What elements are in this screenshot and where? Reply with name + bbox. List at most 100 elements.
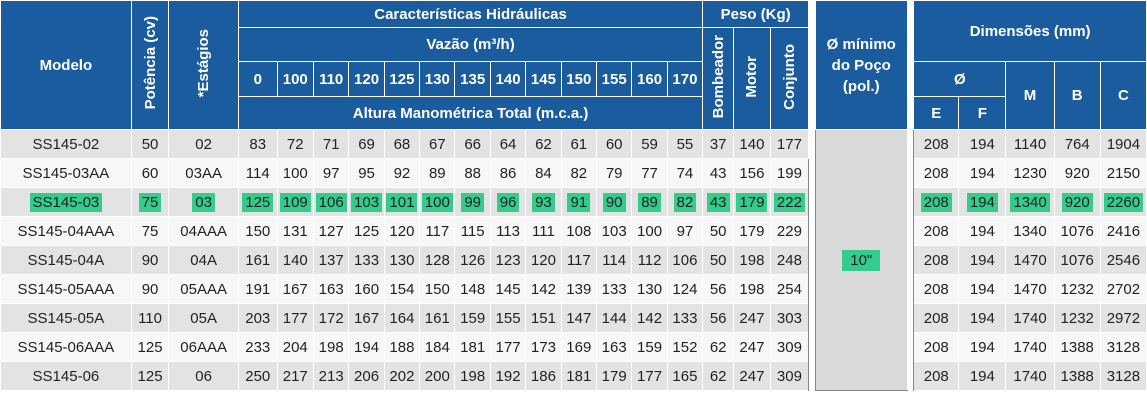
cell-altura: 84 — [525, 158, 562, 188]
cell-altura: 97 — [666, 216, 704, 246]
highlight-marker: 89 — [638, 192, 661, 212]
header-flow-160: 160 — [631, 61, 668, 97]
cell-conjunto: 177 — [769, 129, 810, 159]
cell-altura: 179 — [595, 361, 633, 391]
cell-m: 1470 — [1005, 245, 1055, 275]
highlight-marker: 93 — [532, 192, 555, 212]
header-c: C — [1099, 61, 1147, 130]
highlight-marker: 75 — [138, 192, 162, 212]
cell-altura: 62 — [525, 129, 562, 159]
cell-altura: 114 — [237, 158, 278, 188]
cell-altura: 117 — [419, 216, 456, 246]
cell-b: 1232 — [1053, 303, 1101, 333]
cell-m: 1740 — [1005, 303, 1055, 333]
cell-estagios: 03AA — [168, 158, 239, 188]
cell-altura: 117 — [560, 245, 597, 275]
cell-altura: 101 — [383, 187, 421, 217]
cell-altura: 159 — [631, 332, 668, 362]
cell-altura: 161 — [237, 245, 278, 275]
cell-f: 194 — [958, 129, 1007, 159]
cell-altura: 177 — [489, 332, 527, 362]
cell-conjunto: 222 — [769, 187, 810, 217]
header-modelo: Modelo — [0, 0, 132, 130]
cell-altura: 150 — [419, 274, 456, 304]
cell-altura: 181 — [560, 361, 597, 391]
cell-altura: 204 — [276, 332, 314, 362]
cell-altura: 74 — [666, 158, 704, 188]
cell-m: 1230 — [1005, 158, 1055, 188]
highlight-marker: 96 — [496, 192, 520, 212]
cell-altura: 159 — [454, 303, 491, 333]
header-flow-150: 150 — [560, 61, 597, 97]
header-altura: Altura Manométrica Total (m.c.a.) — [237, 96, 704, 130]
cell-motor: 247 — [733, 361, 771, 391]
cell-altura: 198 — [454, 361, 491, 391]
cell-modelo: SS145-06 — [0, 361, 132, 391]
cell-altura: 82 — [666, 187, 704, 217]
cell-altura: 91 — [560, 187, 597, 217]
cell-poco-minimo: 10" — [814, 129, 908, 391]
cell-altura: 124 — [666, 274, 704, 304]
cell-altura: 89 — [631, 187, 668, 217]
header-estagios: *Estágios — [168, 0, 239, 130]
cell-motor: 140 — [733, 129, 771, 159]
spacer — [906, 129, 915, 391]
cell-altura: 123 — [489, 245, 527, 275]
highlight-marker: 2260 — [1103, 192, 1144, 212]
cell-altura: 177 — [276, 303, 314, 333]
cell-potencia: 110 — [130, 303, 170, 333]
cell-altura: 106 — [666, 245, 704, 275]
header-m: M — [1005, 61, 1055, 130]
cell-estagios: 06 — [168, 361, 239, 391]
cell-altura: 192 — [489, 361, 527, 391]
cell-altura: 142 — [525, 274, 562, 304]
cell-altura: 69 — [348, 129, 385, 159]
highlight-marker: 125 — [242, 192, 274, 212]
cell-m: 1340 — [1005, 187, 1055, 217]
cell-motor: 198 — [733, 274, 771, 304]
cell-altura: 103 — [348, 187, 385, 217]
cell-altura: 233 — [237, 332, 278, 362]
cell-c: 2416 — [1099, 216, 1147, 246]
cell-bombeador: 50 — [702, 216, 735, 246]
header-bombeador: Bombeador — [702, 27, 735, 130]
cell-altura: 93 — [525, 187, 562, 217]
cell-altura: 133 — [595, 274, 633, 304]
highlight-marker: 179 — [736, 192, 768, 212]
cell-altura: 186 — [525, 361, 562, 391]
cell-altura: 191 — [237, 274, 278, 304]
cell-altura: 203 — [237, 303, 278, 333]
cell-m: 1340 — [1005, 216, 1055, 246]
header-b: B — [1053, 61, 1101, 130]
cell-potencia: 125 — [130, 361, 170, 391]
cell-altura: 72 — [276, 129, 314, 159]
highlight-marker: 99 — [461, 192, 485, 212]
table-row: SS145-05A 110 05A 203 177 172 167 164 161 159 155 1… — [0, 303, 1147, 333]
cell-altura: 217 — [276, 361, 314, 391]
cell-e: 208 — [913, 187, 960, 217]
cell-altura: 120 — [525, 245, 562, 275]
header-flow-135: 135 — [454, 61, 491, 97]
header-flow-140: 140 — [489, 61, 527, 97]
cell-conjunto: 199 — [769, 158, 810, 188]
cell-altura: 60 — [595, 129, 633, 159]
highlight-marker: 101 — [386, 192, 418, 212]
table-row: SS145-03 75 03 125 109 106 103 101 100 99 96 93 91 90… — [0, 187, 1147, 217]
cell-f: 194 — [958, 274, 1007, 304]
cell-altura: 202 — [383, 361, 421, 391]
table-row: SS145-03AA 60 03AA 114 100 97 95 92 89 88 86 84 82 79… — [0, 158, 1147, 188]
table-row: SS145-06 125 06 250 217 213 206 202 200 198 192 186… — [0, 361, 1147, 391]
cell-modelo: SS145-06AAA — [0, 332, 132, 362]
cell-altura: 108 — [560, 216, 597, 246]
cell-altura: 114 — [595, 245, 633, 275]
header-flow-130: 130 — [419, 61, 456, 97]
cell-altura: 95 — [348, 158, 385, 188]
header-flow-0: 0 — [237, 61, 278, 97]
highlight-marker: 43 — [706, 192, 730, 212]
table-row: SS145-04AAA 75 04AAA 150 131 127 125 120 117 115 1… — [0, 216, 1147, 246]
pump-spec-table: Modelo Potência (cv) *Estágios Caracterí… — [0, 0, 1147, 391]
cell-e: 208 — [913, 129, 960, 159]
cell-c: 2702 — [1099, 274, 1147, 304]
cell-altura: 155 — [489, 303, 527, 333]
table-row: SS145-02 50 02 83 72 71 69 68 67 66 64 62 61 60 59 55 37… — [0, 129, 1147, 391]
